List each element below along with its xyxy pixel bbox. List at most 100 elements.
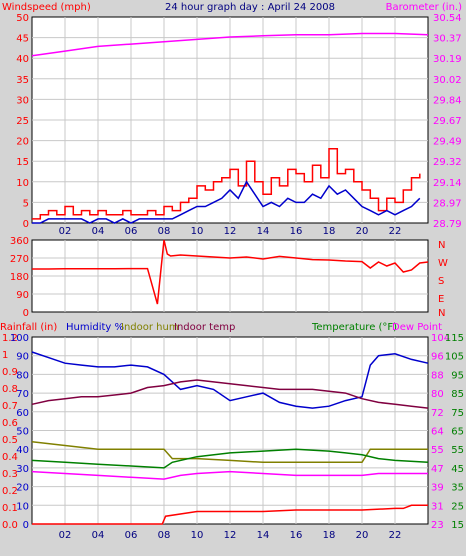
temperature-tick-label: 75 xyxy=(451,408,464,419)
dewpoint-tick-label: 39 xyxy=(431,483,444,494)
dewpoint-tick-label: 88 xyxy=(431,370,444,381)
x-tick-label: 18 xyxy=(323,530,336,541)
temperature-tick-label: 95 xyxy=(451,370,464,381)
humidity-tick-label: 50 xyxy=(16,427,29,438)
x-tick-label: 10 xyxy=(191,530,204,541)
legend-temperature: Temperature (°F) xyxy=(311,322,397,333)
humidity-line xyxy=(31,351,429,409)
climate-x-ticks: 02 04 06 08 10 12 14 16 18 20 22 xyxy=(59,530,402,541)
x-tick-label: 08 xyxy=(158,530,171,541)
barometer-line xyxy=(31,32,429,57)
x-tick-label: 04 xyxy=(92,226,105,237)
temperature-tick-label: 35 xyxy=(451,483,464,494)
humidity-tick-label: 40 xyxy=(16,445,29,456)
barometer-tick-label: 30.54 xyxy=(433,13,462,24)
legend-indoor-temp: Indoor temp xyxy=(174,322,235,333)
wind-tick-label: 10 xyxy=(16,178,29,189)
indoor-temp-line xyxy=(31,379,429,409)
temperature-tick-label: 105 xyxy=(445,352,464,363)
rainfall-tick-label: 0.4 xyxy=(2,452,18,463)
rainfall-tick-label: 0.9 xyxy=(2,367,18,378)
direction-panel-series xyxy=(32,239,429,305)
rainfall-tick-label: 0.7 xyxy=(2,401,18,412)
x-tick-label: 12 xyxy=(224,226,237,237)
x-tick-label: 12 xyxy=(224,530,237,541)
x-tick-label: 04 xyxy=(92,530,105,541)
humidity-tick-label: 60 xyxy=(16,408,29,419)
direction-tick-label: 180 xyxy=(10,272,29,283)
wind-direction-line xyxy=(32,239,429,305)
climate-legend: Rainfall (in) Humidity % Indoor hum Indo… xyxy=(0,322,442,333)
wind-tick-label: 20 xyxy=(16,137,29,148)
x-tick-label: 02 xyxy=(59,530,72,541)
rainfall-line xyxy=(32,504,428,525)
legend-indoor-hum: Indoor hum xyxy=(121,322,179,333)
rainfall-tick-label: 0.8 xyxy=(2,384,18,395)
temperature-tick-label: 65 xyxy=(451,427,464,438)
rainfall-tick-label: 0.1 xyxy=(2,503,18,514)
legend-dew-point: Dew Point xyxy=(392,322,442,333)
barometer-tick-label: 28.97 xyxy=(433,198,462,209)
x-tick-label: 08 xyxy=(158,226,171,237)
x-tick-label: 20 xyxy=(356,530,369,541)
barometer-y-ticks: 28.79 28.97 29.14 29.32 29.49 29.67 29.84 30.02… xyxy=(433,13,462,230)
wind-tick-label: 35 xyxy=(16,75,29,86)
rainfall-tick-label: 0.3 xyxy=(2,469,18,480)
rainfall-axis-label: Rainfall (in) xyxy=(0,322,57,333)
x-tick-label: 16 xyxy=(290,530,303,541)
temperature-tick-label: 25 xyxy=(451,501,464,512)
humidity-tick-label: 30 xyxy=(16,464,29,475)
compass-tick-label: N xyxy=(438,308,445,319)
rainfall-tick-label: 0.2 xyxy=(2,486,18,497)
dewpoint-tick-label: 80 xyxy=(431,389,444,400)
dewpoint-tick-label: 64 xyxy=(431,427,444,438)
humidity-tick-label: 20 xyxy=(16,483,29,494)
x-tick-label: 22 xyxy=(389,226,402,237)
wind-tick-label: 25 xyxy=(16,116,29,127)
legend-humidity: Humidity % xyxy=(66,322,124,333)
rainfall-y-ticks: 0.0 0.1 0.2 0.3 0.4 0.5 0.6 0.7 0.8 0.9 1 1.2 xyxy=(2,333,18,531)
barometer-tick-label: 29.67 xyxy=(433,116,462,127)
x-tick-label: 16 xyxy=(290,226,303,237)
humidity-y-ticks: 0 10 20 30 40 50 60 70 80 90 100 xyxy=(10,333,29,531)
humidity-tick-label: 0 xyxy=(23,520,29,531)
wind-tick-label: 45 xyxy=(16,34,29,45)
wind-speed-line xyxy=(32,180,421,224)
wind-tick-label: 50 xyxy=(16,13,29,24)
dewpoint-tick-label: 72 xyxy=(431,408,444,419)
temperature-tick-label: 55 xyxy=(451,445,464,456)
x-tick-label: 06 xyxy=(125,226,138,237)
wind-tick-label: 15 xyxy=(16,157,29,168)
indoor-hum-line xyxy=(31,440,428,464)
barometer-axis-label: Barometer (in.) xyxy=(386,2,462,13)
x-tick-label: 18 xyxy=(323,226,336,237)
climate-panel-series xyxy=(31,351,429,525)
rainfall-tick-label: 1 xyxy=(2,350,8,361)
rainfall-tick-label: 0.0 xyxy=(2,520,18,531)
x-tick-label: 10 xyxy=(191,226,204,237)
rainfall-tick-label: 1.2 xyxy=(2,333,18,344)
wind-x-ticks: 02 04 06 08 10 12 14 16 18 20 22 xyxy=(59,226,402,237)
direction-tick-label: 360 xyxy=(10,236,29,247)
dewpoint-tick-label: 23 xyxy=(431,520,444,531)
barometer-tick-label: 30.37 xyxy=(433,34,462,45)
temperature-tick-label: 15 xyxy=(451,520,464,531)
humidity-tick-label: 70 xyxy=(16,389,29,400)
wind-axis-label: Windspeed (mph) xyxy=(2,2,91,13)
rainfall-tick-label: 0.6 xyxy=(2,418,18,429)
barometer-tick-label: 30.02 xyxy=(433,75,462,86)
direction-y-ticks: 0 90 180 270 360 xyxy=(10,236,29,319)
barometer-tick-label: 29.14 xyxy=(433,178,462,189)
wind-tick-label: 30 xyxy=(16,95,29,106)
dewpoint-tick-label: 96 xyxy=(431,352,444,363)
dewpoint-tick-label: 31 xyxy=(431,501,444,512)
x-tick-label: 14 xyxy=(257,226,270,237)
barometer-tick-label: 29.49 xyxy=(433,137,462,148)
temperature-tick-label: 85 xyxy=(451,389,464,400)
direction-tick-label: 90 xyxy=(16,290,29,301)
temperature-y-ticks: 15 25 35 45 55 65 75 85 95 105 115 xyxy=(445,333,464,531)
compass-tick-label: E xyxy=(438,294,444,305)
x-tick-label: 06 xyxy=(125,530,138,541)
wind-panel-grid xyxy=(32,17,428,223)
